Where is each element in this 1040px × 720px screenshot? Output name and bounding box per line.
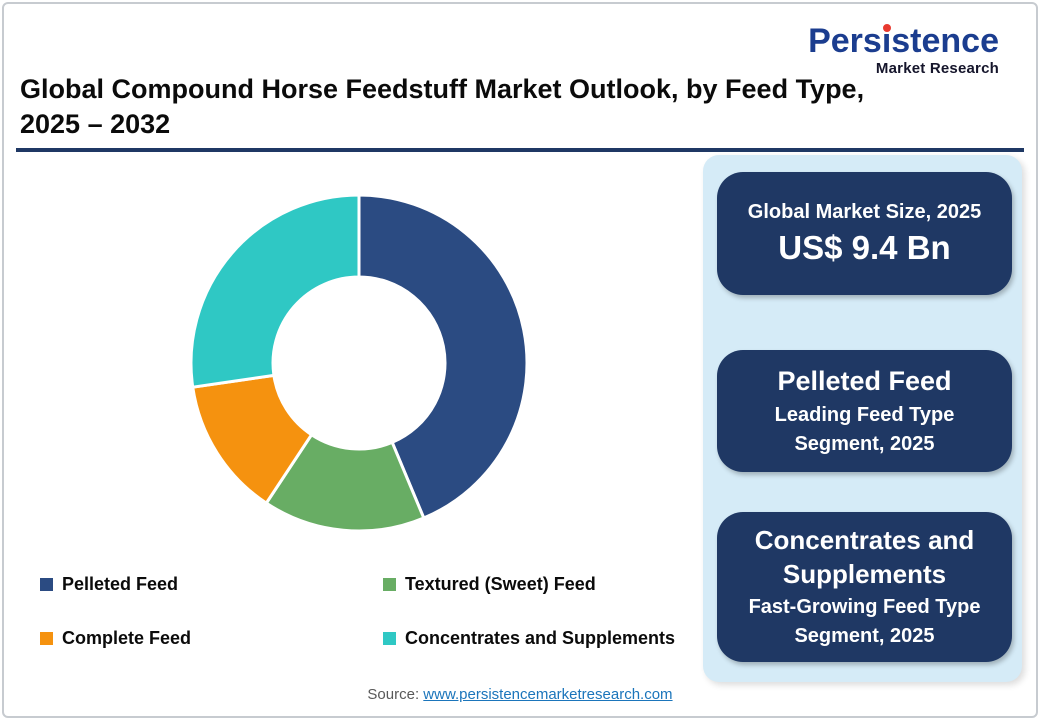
source-line: Source: www.persistencemarketresearch.co… bbox=[0, 686, 1040, 703]
donut-chart-svg bbox=[189, 193, 529, 533]
fast-growing-segment-card: Concentrates and Supplements Fast-Growin… bbox=[717, 512, 1012, 662]
donut-segment-pelleted-feed bbox=[357, 193, 529, 520]
legend-swatch-concentrates-and-supplements bbox=[383, 632, 396, 645]
logo-letter-i-red-dot: i bbox=[881, 22, 892, 60]
legend-label: Textured (Sweet) Feed bbox=[405, 574, 596, 594]
source-label: Source: bbox=[367, 686, 424, 703]
logo-text-pre: Pers bbox=[808, 22, 882, 60]
highlights-panel: Global Market Size, 2025 US$ 9.4 Bn Pell… bbox=[703, 155, 1022, 682]
leading-segment-subtitle-line1: Leading Feed Type bbox=[774, 404, 955, 427]
leading-segment-subtitle: Leading Feed Type Segment, 2025 bbox=[775, 401, 955, 458]
market-size-card: Global Market Size, 2025 US$ 9.4 Bn bbox=[717, 172, 1012, 295]
donut-chart bbox=[169, 173, 549, 553]
page-title-line1: Global Compound Horse Feedstuff Market O… bbox=[20, 74, 865, 104]
leading-segment-subtitle-line2: Segment, 2025 bbox=[794, 432, 935, 455]
fast-growing-subtitle-line2: Segment, 2025 bbox=[794, 624, 935, 647]
legend-item-complete-feed: Complete Feed bbox=[40, 628, 383, 649]
market-size-value: US$ 9.4 Bn bbox=[778, 228, 951, 266]
leading-segment-card: Pelleted Feed Leading Feed Type Segment,… bbox=[717, 350, 1012, 472]
legend-swatch-textured-sweet-feed bbox=[383, 578, 396, 591]
legend-label: Pelleted Feed bbox=[62, 574, 179, 594]
logo-wordmark: Persistence bbox=[808, 24, 999, 58]
legend-swatch-complete-feed bbox=[40, 632, 53, 645]
page-title-line2: 2025 – 2032 bbox=[20, 109, 171, 140]
fast-growing-subtitle-line1: Fast-Growing Feed Type bbox=[748, 596, 981, 619]
logo-tagline: Market Research bbox=[875, 60, 999, 77]
market-size-label: Global Market Size, 2025 bbox=[747, 200, 982, 223]
fast-growing-segment-subtitle: Fast-Growing Feed Type Segment, 2025 bbox=[749, 593, 981, 650]
legend-label: Complete Feed bbox=[62, 628, 192, 648]
legend-item-concentrates-and-supplements: Concentrates and Supplements bbox=[383, 628, 675, 649]
page-title: Global Compound Horse Feedstuff Market O… bbox=[20, 72, 920, 142]
donut-segment-textured-sweet-feed bbox=[264, 432, 426, 533]
chart-legend: Pelleted Feed Textured (Sweet) Feed Comp… bbox=[40, 574, 675, 649]
legend-label: Concentrates and Supplements bbox=[405, 628, 676, 648]
leading-segment-title: Pelleted Feed bbox=[777, 366, 952, 397]
legend-item-textured-sweet-feed: Textured (Sweet) Feed bbox=[383, 574, 675, 595]
logo-text-post: stence bbox=[891, 22, 999, 60]
fast-growing-title-line2: Supplements bbox=[782, 558, 947, 589]
persistence-logo: Persistence Market Research bbox=[808, 24, 999, 76]
title-divider-rule bbox=[16, 148, 1024, 152]
legend-item-pelleted-feed: Pelleted Feed bbox=[40, 574, 383, 595]
fast-growing-segment-title: Concentrates and Supplements bbox=[755, 524, 975, 592]
fast-growing-title-line1: Concentrates and bbox=[754, 524, 975, 555]
legend-swatch-pelleted-feed bbox=[40, 578, 53, 591]
source-link[interactable]: www.persistencemarketresearch.com bbox=[423, 686, 673, 703]
donut-segment-concentrates-and-supplements bbox=[189, 193, 361, 389]
